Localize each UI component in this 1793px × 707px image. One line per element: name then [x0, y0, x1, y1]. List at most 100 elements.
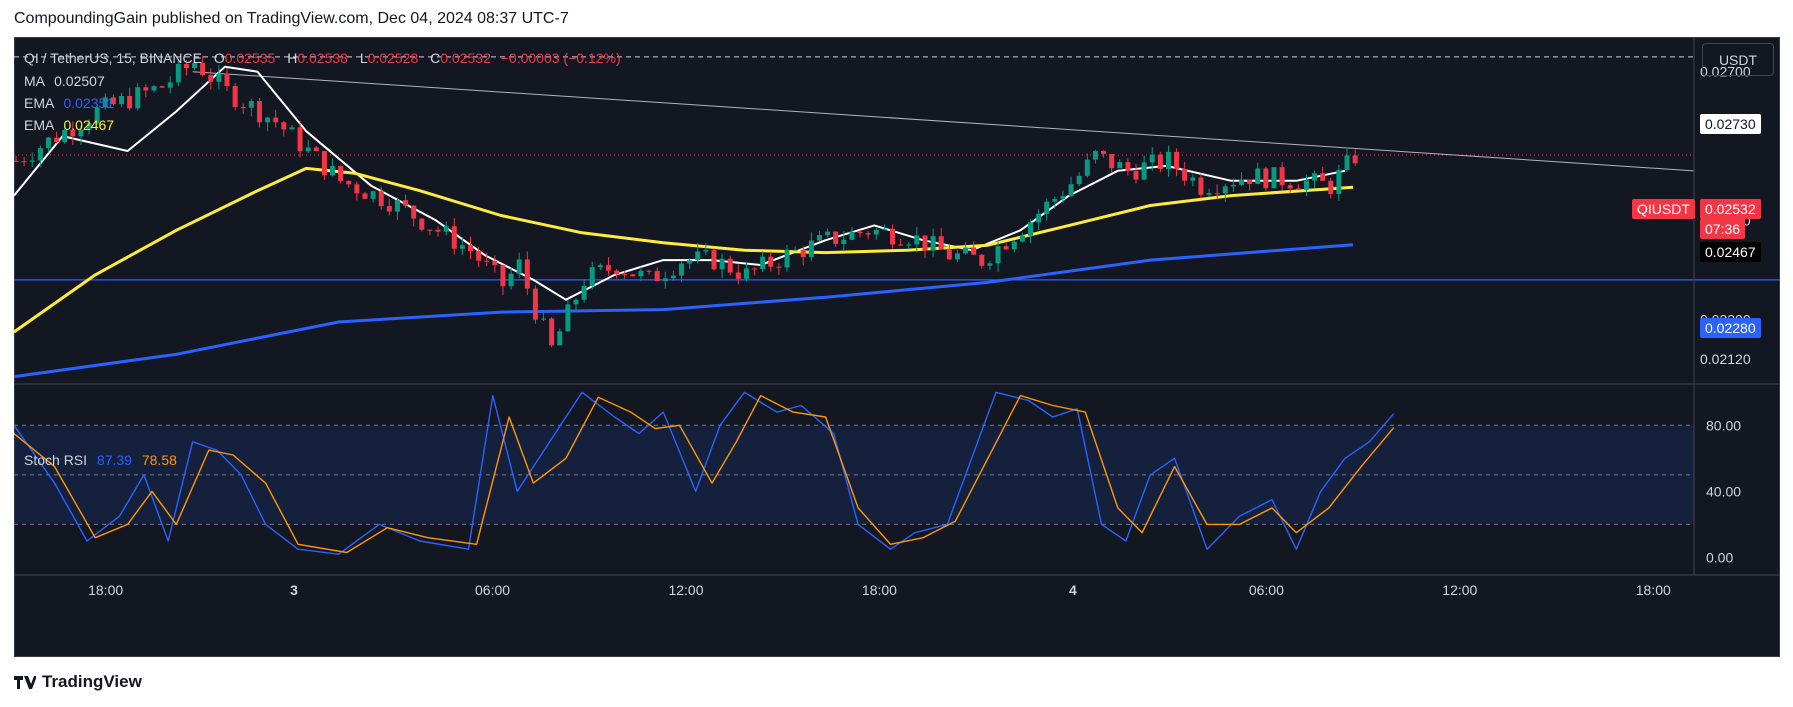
candle-body: [922, 235, 928, 251]
candle-body: [200, 62, 206, 76]
candle-body: [841, 239, 847, 244]
candle-body: [1084, 159, 1090, 176]
stoch-tick-label: 0.00: [1706, 549, 1733, 565]
candle-body: [654, 270, 660, 282]
candle-body: [94, 107, 100, 124]
close-value: 0.02532: [440, 50, 491, 66]
ema-slow-label: EMA: [24, 95, 54, 111]
candle-body: [1214, 193, 1220, 195]
candle-body: [630, 274, 636, 277]
stoch-k-line: [14, 391, 1395, 555]
open-value: 0.02535: [224, 50, 276, 66]
candle-body: [1206, 193, 1212, 195]
candle-body: [979, 254, 985, 266]
candle-body: [1133, 170, 1139, 180]
candle-body: [313, 147, 319, 152]
candle-body: [386, 206, 392, 212]
candle-body: [21, 161, 27, 163]
symbol-name-tag: QIUSDT: [1632, 199, 1695, 219]
candle-body: [208, 75, 214, 82]
candle-body: [135, 87, 141, 109]
candle-body: [946, 249, 952, 260]
candle-body: [1303, 180, 1309, 190]
candle-body: [565, 304, 571, 332]
time-tick-label: 18:00: [1636, 582, 1671, 598]
time-tick-label: 3: [290, 582, 298, 598]
ema-mid-legend[interactable]: EMA 0.02467: [24, 117, 114, 133]
candle-body: [1182, 169, 1188, 181]
candle-body: [500, 265, 506, 287]
candle-body: [1101, 150, 1107, 154]
candle-body: [849, 231, 855, 240]
currency-button[interactable]: USDT: [1702, 43, 1774, 76]
candle-body: [622, 274, 628, 276]
candle-body: [597, 265, 603, 268]
tv-icon: [14, 675, 36, 689]
candle-body: [330, 165, 336, 176]
candle-body: [183, 64, 189, 69]
ohlc-legend: QI / TetherUS, 15, BINANCE O0.02535 H0.0…: [24, 50, 621, 66]
candle-body: [419, 218, 425, 230]
stoch-d-line: [14, 394, 1395, 554]
candle-body: [638, 270, 644, 277]
candle-body: [240, 107, 246, 109]
candle-body: [1271, 167, 1277, 189]
candle-body: [354, 184, 360, 194]
candle-body: [378, 191, 384, 207]
countdown-tag: 07:36: [1700, 219, 1746, 239]
candle-body: [1125, 162, 1131, 171]
candle-body: [873, 229, 879, 235]
candle-body: [808, 240, 814, 258]
candle-body: [743, 268, 749, 279]
ema-slow-legend[interactable]: EMA 0.02351: [24, 95, 114, 111]
ma-legend[interactable]: MA 0.02507: [24, 73, 105, 89]
candle-body: [1092, 150, 1098, 160]
candle-body: [792, 249, 798, 251]
candle-body: [646, 270, 652, 272]
candle-body: [614, 270, 620, 275]
ma-line: [14, 65, 1346, 301]
candle-body: [1060, 196, 1066, 199]
candle-body: [256, 101, 262, 123]
stoch-rsi-legend[interactable]: Stoch RSI 87.39 78.58: [24, 452, 177, 468]
trend-line: [192, 71, 1695, 172]
candle-body: [735, 272, 741, 279]
candle-body: [1352, 155, 1358, 164]
candle-body: [1287, 185, 1293, 189]
ma-value: 0.02507: [54, 73, 105, 89]
candle-body: [938, 236, 944, 250]
time-tick-label: 4: [1069, 582, 1077, 598]
candle-body: [865, 233, 871, 235]
candle-body: [906, 244, 912, 246]
candle-body: [467, 245, 473, 252]
candle-body: [248, 101, 254, 108]
candle-body: [711, 250, 717, 270]
candle-body: [281, 122, 287, 130]
candle-body: [1230, 184, 1236, 187]
time-tick-label: 12:00: [668, 582, 703, 598]
candle-body: [890, 228, 896, 245]
stoch-rsi-label: Stoch RSI: [24, 452, 88, 468]
candle-body: [305, 147, 311, 152]
candle-body: [1003, 246, 1009, 250]
candle-body: [192, 62, 198, 69]
candle-body: [216, 73, 222, 82]
candle-body: [151, 86, 157, 91]
candle-body: [370, 191, 376, 199]
candle-body: [1190, 177, 1196, 181]
candle-body: [29, 160, 35, 162]
candle-body: [1312, 173, 1318, 181]
candle-body: [1076, 175, 1082, 185]
candle-body: [159, 86, 165, 88]
candle-body: [224, 73, 230, 87]
candle-body: [549, 318, 555, 346]
candle-body: [1247, 179, 1253, 184]
candle-body: [1109, 153, 1115, 169]
candle-body: [719, 258, 725, 270]
candle-body: [508, 273, 514, 287]
tradingview-logo[interactable]: TradingView: [14, 672, 142, 692]
time-tick-label: 06:00: [475, 582, 510, 598]
chart-svg[interactable]: 0.021200.022000.024000.026000.0270018:00…: [14, 37, 1780, 657]
candle-body: [70, 129, 76, 137]
candle-body: [54, 137, 60, 143]
